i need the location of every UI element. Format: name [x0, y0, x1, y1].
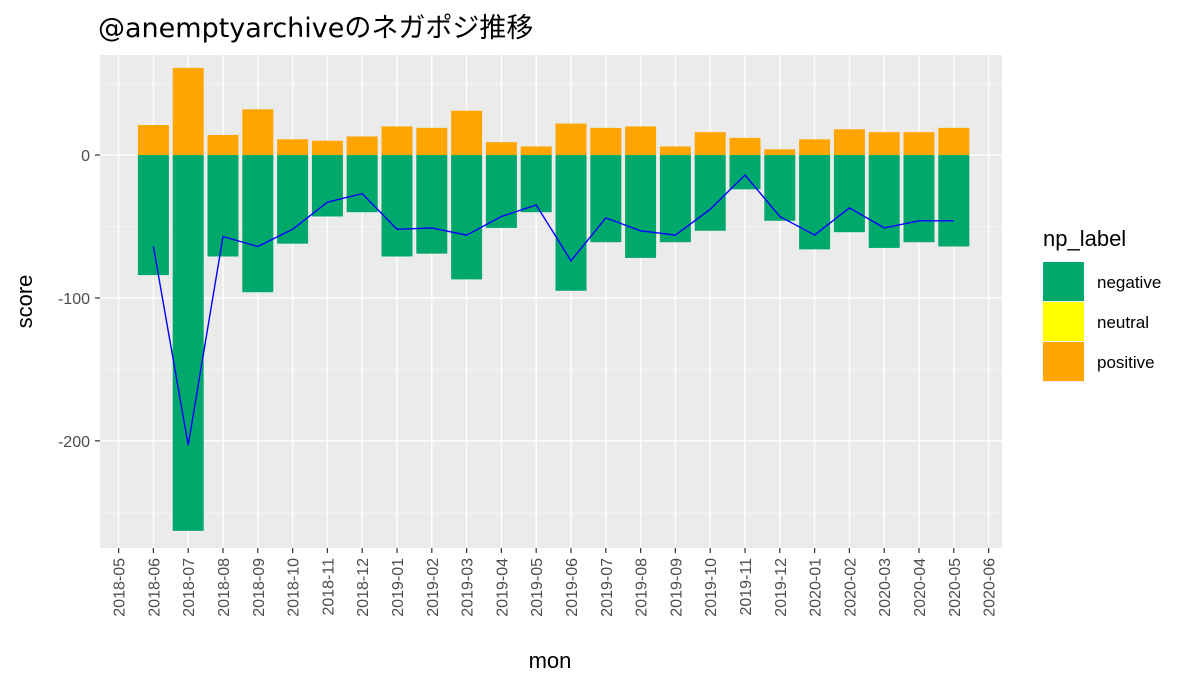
legend-label-positive: positive — [1097, 353, 1155, 372]
x-tick-label: 2018-08 — [216, 558, 233, 617]
bar-negative — [903, 155, 935, 243]
x-tick-label: 2020-05 — [947, 558, 964, 617]
bar-positive — [172, 67, 204, 156]
trend-line — [152, 173, 954, 446]
x-tick-label: 2018-07 — [181, 558, 198, 617]
bar-positive — [799, 139, 831, 156]
bar-negative — [833, 155, 865, 233]
bar-positive — [903, 132, 935, 156]
bar-positive — [346, 136, 378, 156]
bar-positive — [938, 127, 970, 156]
legend-label-neutral: neutral — [1097, 313, 1149, 332]
bar-negative — [242, 155, 274, 293]
bar-negative — [451, 155, 483, 280]
bar-negative — [659, 155, 691, 243]
x-tick-label: 2020-02 — [842, 558, 859, 617]
bar-positive — [207, 135, 239, 156]
bar-positive — [868, 132, 900, 156]
y-tick-label: 0 — [81, 148, 90, 165]
plot-area — [100, 55, 1002, 548]
bar-positive — [625, 126, 657, 156]
bar-positive — [451, 110, 483, 156]
x-tick-label: 2019-12 — [773, 558, 790, 617]
bar-positive — [416, 127, 448, 156]
legend-key-negative — [1043, 262, 1084, 301]
x-tick-label: 2019-09 — [668, 558, 685, 617]
bar-negative — [764, 155, 796, 221]
bar-positive — [833, 129, 865, 156]
bar-positive — [729, 137, 761, 156]
bar-negative — [311, 155, 343, 217]
bar-positive — [555, 123, 587, 156]
legend-label-negative: negative — [1097, 273, 1161, 292]
bar-negative — [729, 155, 761, 190]
x-tick-label: 2018-09 — [251, 558, 268, 617]
x-tick-label: 2019-03 — [460, 558, 477, 617]
bar-positive — [520, 146, 552, 156]
y-axis-title: score — [12, 275, 37, 329]
bar-negative — [416, 155, 448, 254]
bar-positive — [242, 109, 274, 156]
y-tick-label: -200 — [58, 434, 90, 451]
bar-negative — [590, 155, 622, 243]
x-tick-label: 2018-06 — [146, 558, 163, 617]
x-tick-label: 2019-04 — [494, 558, 511, 617]
bar-negative — [137, 155, 169, 276]
x-tick-label: 2020-04 — [912, 558, 929, 617]
x-tick-label: 2019-06 — [564, 558, 581, 617]
x-tick-label: 2019-01 — [390, 558, 407, 617]
y-tick-label: -100 — [58, 291, 90, 308]
chart-title: @anemptyarchiveのネガポジ推移 — [98, 13, 533, 44]
bar-negative — [485, 155, 517, 228]
bar-positive — [485, 142, 517, 156]
bar-positive — [381, 126, 413, 156]
bar-negative — [694, 155, 726, 231]
bar-negative — [207, 155, 239, 257]
legend: np_label negative neutral positive — [1043, 226, 1161, 382]
bar-positive — [137, 125, 169, 156]
bar-positive — [277, 139, 309, 156]
panel-background — [100, 55, 1002, 548]
x-tick-label: 2019-05 — [529, 558, 546, 617]
bar-negative — [555, 155, 587, 291]
x-tick-label: 2019-02 — [425, 558, 442, 617]
bar-negative — [625, 155, 657, 258]
x-tick-label: 2018-11 — [320, 558, 337, 616]
bar-negative — [381, 155, 413, 257]
legend-title: np_label — [1043, 226, 1126, 251]
x-axis-title: mon — [529, 648, 572, 673]
bar-negative — [172, 155, 204, 531]
x-tick-label: 2018-12 — [355, 558, 372, 617]
x-tick-label: 2018-10 — [286, 558, 303, 617]
x-tick-label: 2019-08 — [634, 558, 651, 617]
bar-positive — [311, 140, 343, 156]
bar-negative — [868, 155, 900, 248]
legend-key-neutral — [1043, 302, 1084, 341]
bar-negative — [938, 155, 970, 247]
bar-negative — [277, 155, 309, 244]
x-tick-label: 2020-01 — [808, 558, 825, 617]
x-tick-label: 2019-10 — [703, 558, 720, 617]
bar-positive — [764, 149, 796, 156]
x-tick-label: 2020-06 — [982, 558, 999, 617]
bar-negative — [799, 155, 831, 250]
bar-positive — [694, 132, 726, 156]
bar-positive — [590, 127, 622, 156]
bar-positive — [659, 146, 691, 156]
x-tick-label: 2020-03 — [877, 558, 894, 617]
x-tick-label: 2019-11 — [738, 558, 755, 616]
x-tick-label: 2018-05 — [112, 558, 129, 617]
x-tick-label: 2019-07 — [599, 558, 616, 617]
bar-negative — [520, 155, 552, 213]
bar-negative — [346, 155, 378, 213]
legend-key-positive — [1043, 342, 1084, 381]
